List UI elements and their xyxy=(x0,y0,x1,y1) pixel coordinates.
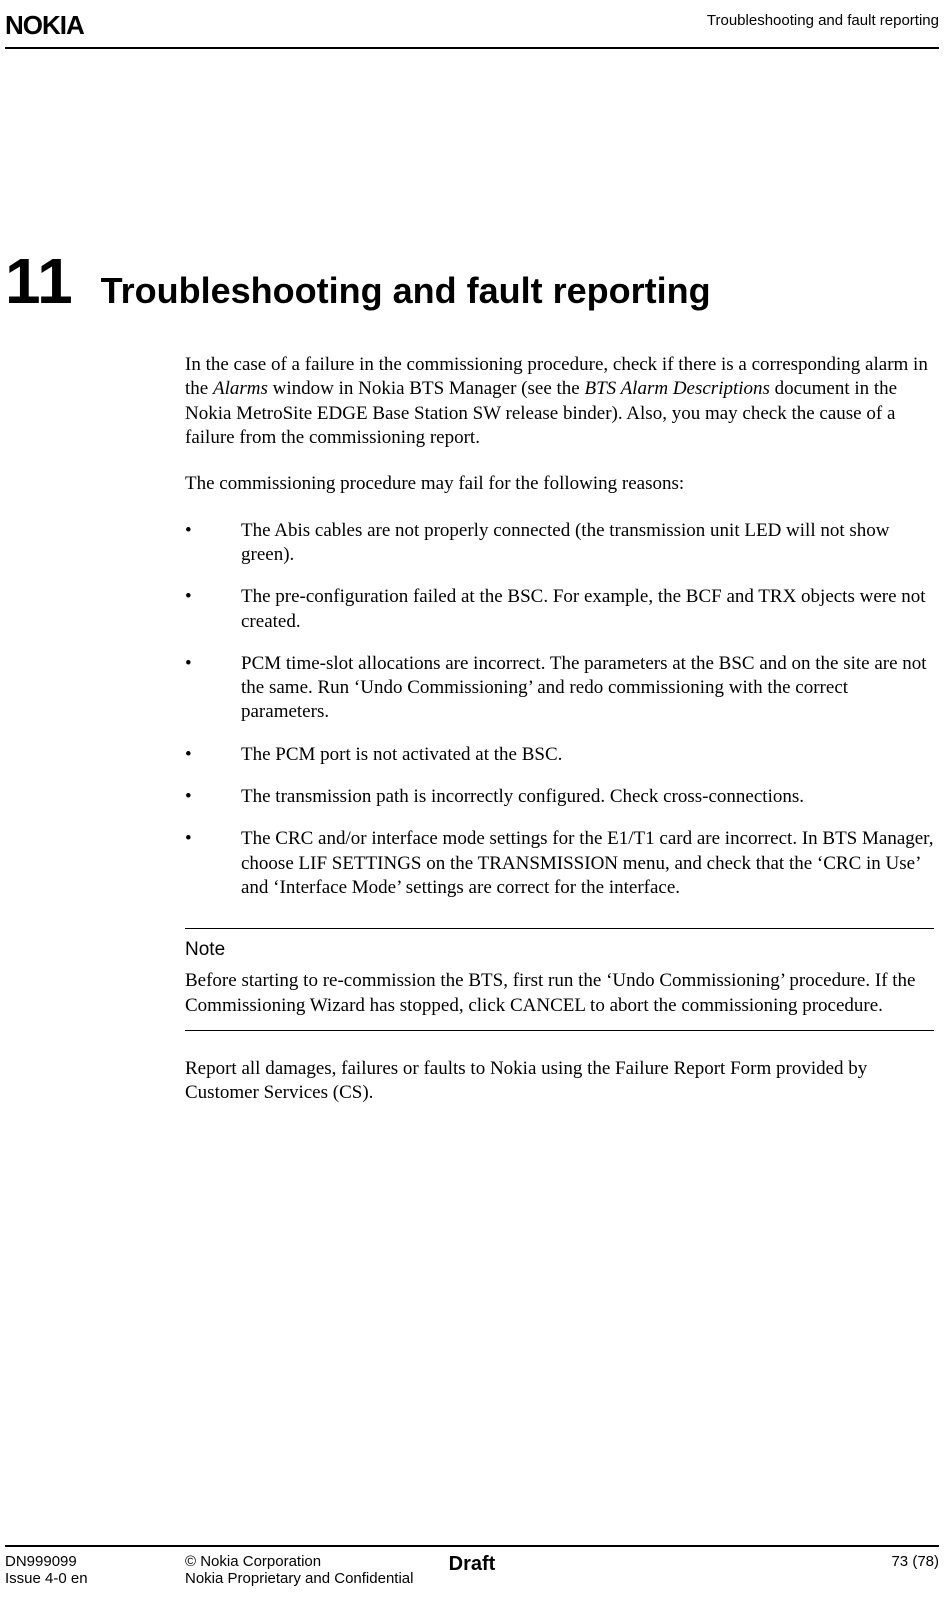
reasons-lead: The commissioning procedure may fail for… xyxy=(185,472,934,496)
list-item: PCM time-slot allocations are incorrect.… xyxy=(185,652,934,725)
chapter-number: 11 xyxy=(5,249,73,313)
reasons-list: The Abis cables are not properly connect… xyxy=(185,519,934,901)
chapter-heading: 11 Troubleshooting and fault reporting xyxy=(5,249,939,313)
note-rule-top xyxy=(185,928,934,929)
note-body: Before starting to re-commission the BTS… xyxy=(185,969,934,1018)
page: NOKIA Troubleshooting and fault reportin… xyxy=(0,0,944,1597)
footer-right: 73 (78) xyxy=(891,1553,939,1587)
footer-page-number: 73 (78) xyxy=(891,1553,939,1570)
note-rule-bottom xyxy=(185,1030,934,1031)
footer-doc-id: DN999099 xyxy=(5,1553,185,1570)
intro-text-2: window in Nokia BTS Manager (see the xyxy=(268,378,585,399)
closing-paragraph: Report all damages, failures or faults t… xyxy=(185,1057,934,1106)
body-block: In the case of a failure in the commissi… xyxy=(185,353,934,1106)
content-area: 11 Troubleshooting and fault reporting I… xyxy=(0,49,944,1106)
nokia-logo: NOKIA xyxy=(5,10,84,41)
intro-paragraph: In the case of a failure in the commissi… xyxy=(185,353,934,450)
page-header: NOKIA Troubleshooting and fault reportin… xyxy=(5,0,939,41)
footer-middle: © Nokia Corporation Nokia Proprietary an… xyxy=(185,1553,891,1587)
footer-copyright: © Nokia Corporation xyxy=(185,1553,891,1570)
list-item: The CRC and/or interface mode settings f… xyxy=(185,827,934,900)
footer-issue: Issue 4-0 en xyxy=(5,1570,185,1587)
footer-rule xyxy=(5,1545,939,1547)
intro-bts-italic: BTS Alarm Descriptions xyxy=(584,378,769,399)
footer-row: DN999099 Issue 4-0 en © Nokia Corporatio… xyxy=(5,1553,939,1587)
note-label: Note xyxy=(185,939,934,961)
list-item: The transmission path is incorrectly con… xyxy=(185,785,934,809)
list-item: The pre-configuration failed at the BSC.… xyxy=(185,585,934,634)
list-item: The PCM port is not activated at the BSC… xyxy=(185,743,934,767)
chapter-title: Troubleshooting and fault reporting xyxy=(101,270,711,312)
intro-alarms-italic: Alarms xyxy=(213,378,268,399)
footer-confidential: Nokia Proprietary and Confidential xyxy=(185,1570,891,1587)
list-item: The Abis cables are not properly connect… xyxy=(185,519,934,568)
footer-status: Draft xyxy=(449,1553,496,1576)
page-footer: DN999099 Issue 4-0 en © Nokia Corporatio… xyxy=(5,1545,939,1587)
header-section-title: Troubleshooting and fault reporting xyxy=(707,10,939,29)
footer-left: DN999099 Issue 4-0 en xyxy=(5,1553,185,1587)
